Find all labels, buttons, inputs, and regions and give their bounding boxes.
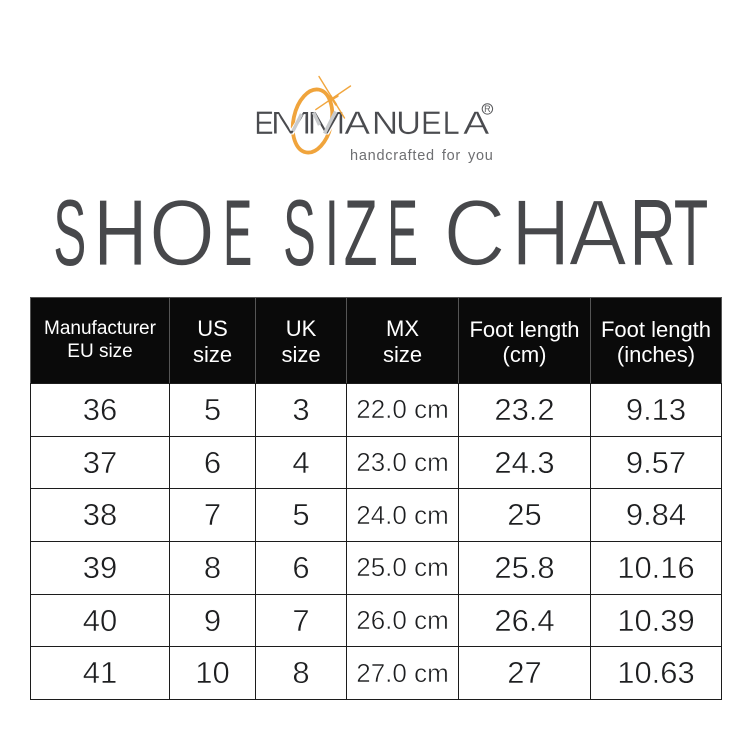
svg-text:H: H [94, 179, 147, 285]
svg-text:S: S [283, 180, 316, 285]
svg-text:T: T [674, 181, 708, 285]
svg-text:U: U [396, 106, 421, 142]
svg-text:I: I [324, 181, 339, 286]
svg-text:O: O [149, 180, 215, 285]
svg-text:A: A [463, 104, 490, 141]
svg-text:R: R [630, 181, 676, 286]
svg-text:C: C [443, 180, 505, 285]
svg-text:L: L [443, 104, 460, 141]
svg-text:R: R [484, 104, 491, 114]
svg-text:A: A [344, 105, 370, 141]
svg-text:Z: Z [344, 181, 378, 286]
svg-text:E: E [387, 180, 418, 285]
svg-text:M: M [269, 105, 314, 141]
svg-text:E: E [223, 180, 252, 285]
svg-text:E: E [254, 105, 274, 142]
svg-text:H: H [512, 180, 571, 285]
svg-text:E: E [421, 104, 442, 141]
svg-text:S: S [53, 180, 86, 285]
svg-text:A: A [568, 181, 627, 285]
svg-text:N: N [372, 105, 399, 141]
